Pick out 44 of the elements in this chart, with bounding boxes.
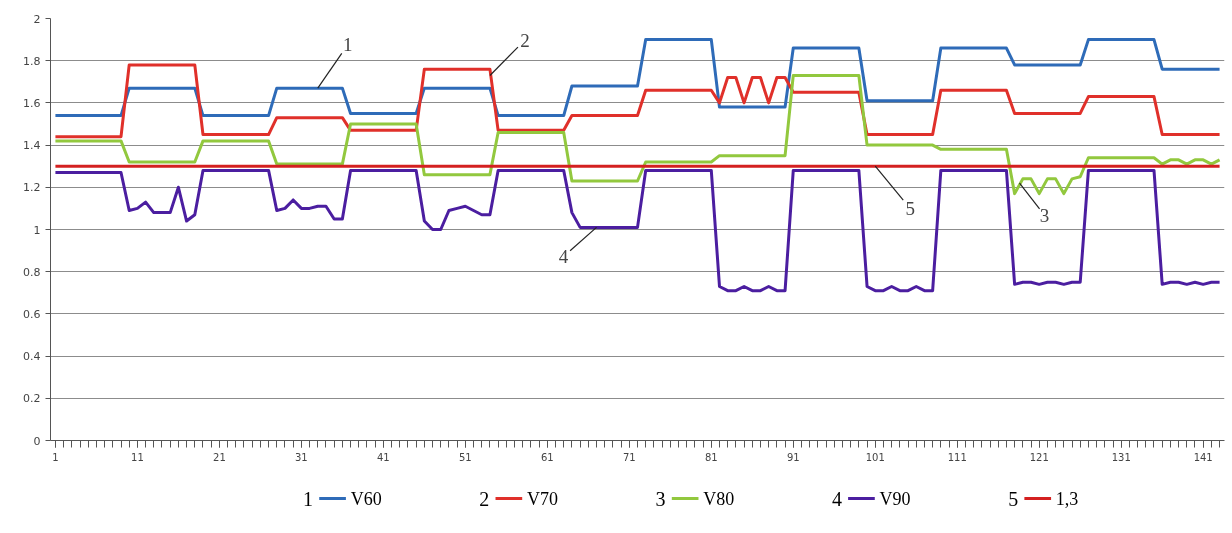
line-series <box>53 63 1222 139</box>
y-tick-label: 1 <box>33 223 41 237</box>
legend-label: 1,3 <box>1055 489 1079 509</box>
x-tick-label: 91 <box>786 451 800 463</box>
x-tick-label: 21 <box>213 451 226 463</box>
x-tick-label: 121 <box>1029 451 1049 463</box>
y-tick-label: 0.8 <box>23 265 41 279</box>
text: 1 <box>303 487 314 510</box>
annotation: 5 <box>905 198 915 220</box>
text: 2 <box>479 487 490 510</box>
line-series <box>53 73 1222 196</box>
x-tick-label: 41 <box>376 451 390 463</box>
x-tick-label: 141 <box>1193 451 1213 463</box>
annotation: 4 <box>558 246 569 268</box>
legend-label: V60 <box>350 488 382 509</box>
x-tick-label: 131 <box>1111 451 1131 463</box>
y-tick-label: 0.4 <box>23 350 41 364</box>
legend-label: V90 <box>879 488 911 509</box>
y-tick-label: 0 <box>33 434 41 448</box>
text: 5 <box>1008 487 1019 510</box>
y-tick-label: 0.6 <box>23 307 41 321</box>
y-tick-label: 1.4 <box>23 139 41 153</box>
annotation: 3 <box>1039 204 1050 226</box>
annotation: 2 <box>520 29 530 51</box>
x-tick-label: 31 <box>295 451 308 463</box>
y-tick-label: 2 <box>33 12 41 26</box>
y-tick-label: 1.2 <box>23 181 41 195</box>
legend-label: V70 <box>526 488 558 509</box>
x-tick-label: 111 <box>947 451 967 463</box>
y-tick-label: 1.8 <box>23 54 41 68</box>
x-tick-label: 101 <box>865 451 885 463</box>
x-tick-label: 11 <box>131 451 144 463</box>
annotation: 1 <box>343 34 353 56</box>
x-tick-label: 61 <box>540 451 554 463</box>
x-tick-label: 81 <box>704 451 718 463</box>
x-tick-label: 1 <box>52 451 59 463</box>
x-tick-label: 51 <box>458 451 472 463</box>
legend-label: V80 <box>703 488 735 509</box>
y-tick-label: 1.6 <box>23 96 41 110</box>
line-series <box>53 168 1222 293</box>
text: 3 <box>655 487 666 510</box>
text: 4 <box>831 487 842 510</box>
y-tick-label: 0.2 <box>23 392 41 406</box>
x-tick-label: 71 <box>622 451 636 463</box>
